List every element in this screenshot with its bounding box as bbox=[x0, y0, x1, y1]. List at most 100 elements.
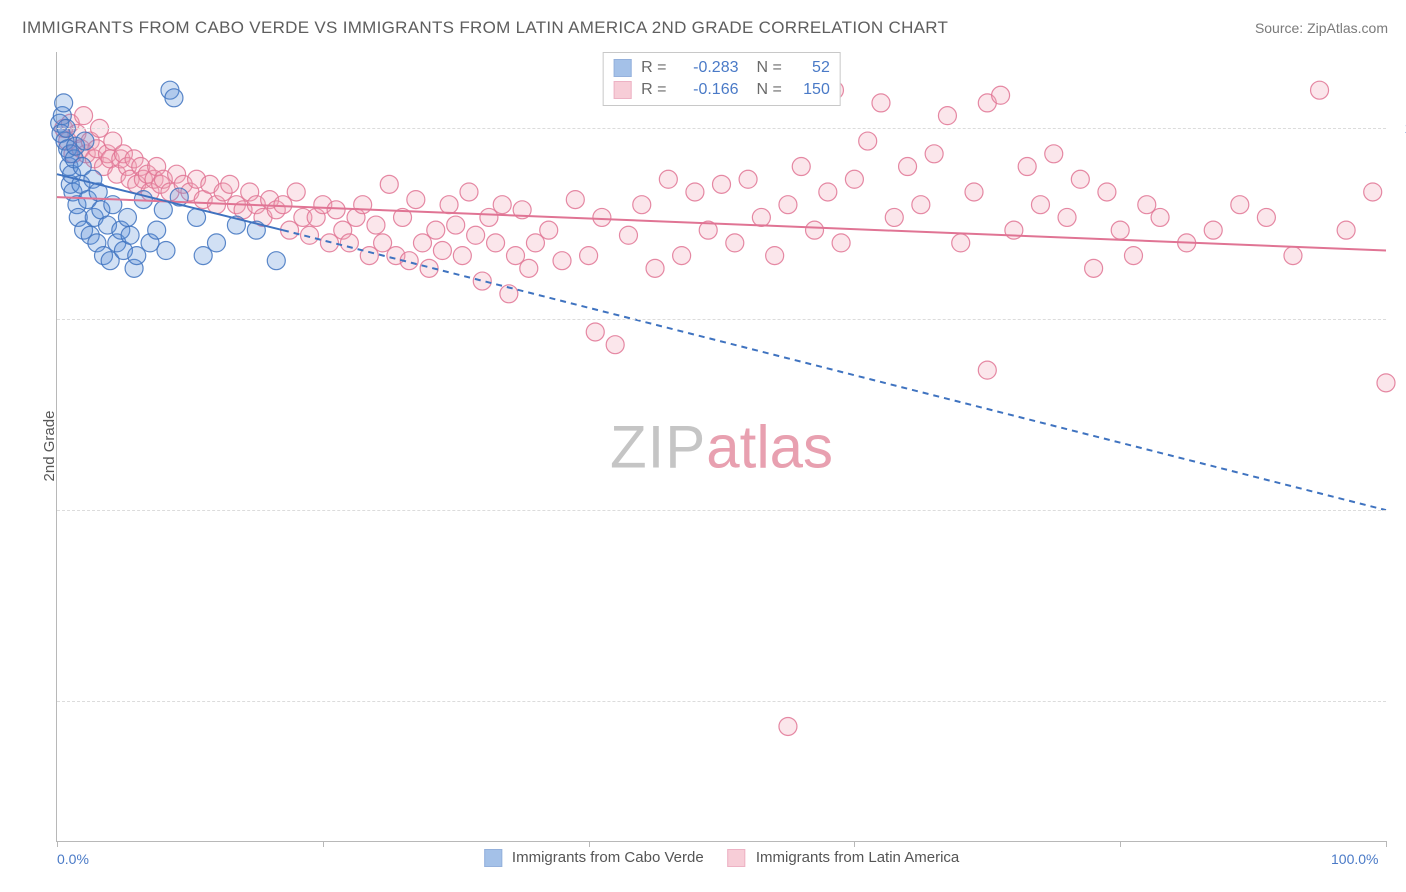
scatter-point bbox=[354, 196, 372, 214]
scatter-point bbox=[467, 226, 485, 244]
scatter-point bbox=[460, 183, 478, 201]
scatter-point bbox=[520, 259, 538, 277]
legend-item-cabo-verde: Immigrants from Cabo Verde bbox=[484, 849, 704, 867]
scatter-point bbox=[1151, 208, 1169, 226]
scatter-point bbox=[726, 234, 744, 252]
scatter-point bbox=[779, 196, 797, 214]
scatter-point bbox=[540, 221, 558, 239]
scatter-point bbox=[580, 247, 598, 265]
scatter-point bbox=[76, 132, 94, 150]
gridline bbox=[57, 510, 1386, 511]
x-tick-mark bbox=[854, 841, 855, 847]
scatter-point bbox=[1284, 247, 1302, 265]
scatter-point bbox=[792, 158, 810, 176]
stats-row-cabo-verde: R = -0.283 N = 52 bbox=[613, 57, 830, 79]
scatter-point bbox=[845, 170, 863, 188]
scatter-point bbox=[157, 242, 175, 260]
scatter-point bbox=[1071, 170, 1089, 188]
scatter-point bbox=[859, 132, 877, 150]
legend-label-latin-america: Immigrants from Latin America bbox=[756, 849, 959, 866]
scatter-point bbox=[646, 259, 664, 277]
scatter-point bbox=[55, 94, 73, 112]
x-tick-mark bbox=[1386, 841, 1387, 847]
scatter-point bbox=[453, 247, 471, 265]
scatter-point bbox=[327, 201, 345, 219]
scatter-point bbox=[1231, 196, 1249, 214]
y-tick-label: 92.5% bbox=[1392, 311, 1406, 327]
y-tick-label: 77.5% bbox=[1392, 693, 1406, 709]
scatter-point bbox=[1098, 183, 1116, 201]
scatter-point bbox=[978, 361, 996, 379]
scatter-point bbox=[1377, 374, 1395, 392]
legend-swatch-latin-america bbox=[728, 849, 746, 867]
scatter-point bbox=[487, 234, 505, 252]
source-attribution: Source: ZipAtlas.com bbox=[1255, 20, 1388, 36]
scatter-point bbox=[819, 183, 837, 201]
stats-swatch-cabo-verde bbox=[613, 59, 631, 77]
scatter-point bbox=[121, 226, 139, 244]
scatter-point bbox=[427, 221, 445, 239]
scatter-point bbox=[965, 183, 983, 201]
scatter-point bbox=[992, 86, 1010, 104]
stats-n-label: N = bbox=[757, 59, 782, 77]
scatter-point bbox=[1085, 259, 1103, 277]
scatter-point bbox=[493, 196, 511, 214]
scatter-point bbox=[1364, 183, 1382, 201]
scatter-point bbox=[367, 216, 385, 234]
scatter-point bbox=[1124, 247, 1142, 265]
legend-label-cabo-verde: Immigrants from Cabo Verde bbox=[512, 849, 704, 866]
y-tick-label: 85.0% bbox=[1392, 502, 1406, 518]
scatter-point bbox=[872, 94, 890, 112]
scatter-point bbox=[433, 242, 451, 260]
scatter-point bbox=[207, 234, 225, 252]
scatter-point bbox=[301, 226, 319, 244]
scatter-point bbox=[925, 145, 943, 163]
scatter-point bbox=[1111, 221, 1129, 239]
stats-n-value-latin-america: 150 bbox=[792, 81, 830, 99]
scatter-point bbox=[832, 234, 850, 252]
scatter-point bbox=[267, 252, 285, 270]
scatter-point bbox=[154, 201, 172, 219]
legend-item-latin-america: Immigrants from Latin America bbox=[728, 849, 960, 867]
scatter-point bbox=[938, 107, 956, 125]
scatter-point bbox=[165, 89, 183, 107]
scatter-point bbox=[553, 252, 571, 270]
scatter-point bbox=[619, 226, 637, 244]
scatter-point bbox=[1311, 81, 1329, 99]
stats-n-value-cabo-verde: 52 bbox=[792, 59, 830, 77]
scatter-plot-svg bbox=[57, 52, 1386, 841]
legend-swatch-cabo-verde bbox=[484, 849, 502, 867]
x-tick-mark bbox=[1120, 841, 1121, 847]
scatter-point bbox=[1058, 208, 1076, 226]
scatter-point bbox=[407, 191, 425, 209]
scatter-point bbox=[659, 170, 677, 188]
scatter-point bbox=[713, 175, 731, 193]
gridline bbox=[57, 128, 1386, 129]
scatter-point bbox=[118, 208, 136, 226]
stats-swatch-latin-america bbox=[613, 81, 631, 99]
scatter-point bbox=[566, 191, 584, 209]
x-tick-mark bbox=[57, 841, 58, 847]
scatter-point bbox=[75, 107, 93, 125]
scatter-point bbox=[779, 717, 797, 735]
scatter-point bbox=[586, 323, 604, 341]
scatter-point bbox=[1045, 145, 1063, 163]
scatter-point bbox=[287, 183, 305, 201]
scatter-point bbox=[766, 247, 784, 265]
scatter-point bbox=[912, 196, 930, 214]
stats-r-value-latin-america: -0.166 bbox=[677, 81, 739, 99]
scatter-point bbox=[952, 234, 970, 252]
x-tick-label: 0.0% bbox=[57, 851, 89, 867]
x-tick-mark bbox=[323, 841, 324, 847]
scatter-point bbox=[1337, 221, 1355, 239]
stats-r-label: R = bbox=[641, 59, 666, 77]
scatter-point bbox=[440, 196, 458, 214]
gridline bbox=[57, 701, 1386, 702]
stats-row-latin-america: R = -0.166 N = 150 bbox=[613, 79, 830, 101]
scatter-point bbox=[673, 247, 691, 265]
gridline bbox=[57, 319, 1386, 320]
scatter-point bbox=[447, 216, 465, 234]
stats-r-value-cabo-verde: -0.283 bbox=[677, 59, 739, 77]
scatter-point bbox=[1031, 196, 1049, 214]
scatter-point bbox=[380, 175, 398, 193]
